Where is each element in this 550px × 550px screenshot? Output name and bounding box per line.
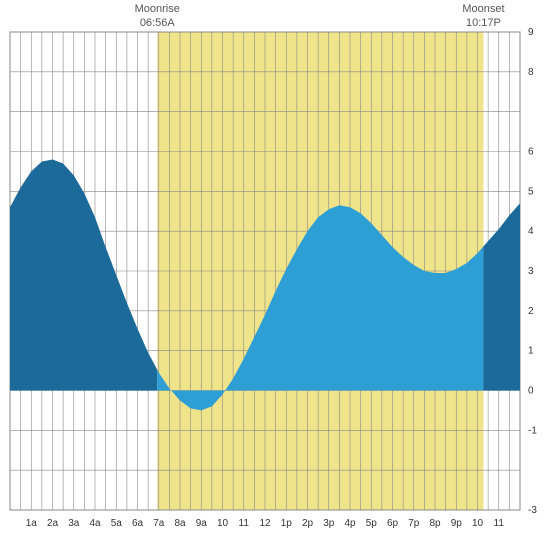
x-tick-label: 7p [408,518,420,529]
x-tick-label: 2a [47,518,59,529]
y-tick-label: 3 [528,266,534,277]
y-tick-label: 1 [528,346,534,357]
x-tick-label: 10 [217,518,229,529]
x-tick-label: 5p [366,518,378,529]
chart-svg: 1a2a3a4a5a6a7a8a9a1011121p2p3p4p5p6p7p8p… [0,0,550,550]
y-tick-label: 5 [528,186,534,197]
x-tick-label: 2p [302,518,314,529]
y-tick-label: -1 [528,425,537,436]
x-tick-label: 11 [239,518,250,529]
moonset-time: 10:17P [466,17,501,29]
x-tick-label: 12 [259,518,271,529]
x-tick-label: 11 [494,518,505,529]
y-tick-label: 4 [528,226,534,237]
x-tick-label: 1p [281,518,293,529]
x-tick-label: 9a [196,518,208,529]
x-tick-label: 3p [323,518,335,529]
y-tick-label: -3 [528,505,537,516]
moonset-label: Moonset [462,3,504,15]
x-tick-label: 9p [451,518,463,529]
x-tick-label: 4a [89,518,101,529]
x-tick-label: 4p [344,518,356,529]
y-tick-label: 0 [528,386,534,397]
x-tick-label: 10 [472,518,484,529]
x-tick-label: 3a [68,518,80,529]
x-tick-label: 6a [132,518,144,529]
x-tick-label: 8p [429,518,441,529]
x-tick-label: 1a [26,518,38,529]
y-tick-label: 6 [528,147,534,158]
x-tick-label: 7a [153,518,165,529]
y-tick-label: 8 [528,67,534,78]
x-tick-label: 8a [174,518,186,529]
moonrise-label: Moonrise [135,3,180,15]
x-tick-label: 5a [111,518,123,529]
x-tick-label: 6p [387,518,399,529]
moonrise-time: 06:56A [140,17,176,29]
y-tick-label: 2 [528,306,534,317]
tide-chart: 1a2a3a4a5a6a7a8a9a1011121p2p3p4p5p6p7p8p… [0,0,550,550]
y-tick-label: 9 [528,27,534,38]
